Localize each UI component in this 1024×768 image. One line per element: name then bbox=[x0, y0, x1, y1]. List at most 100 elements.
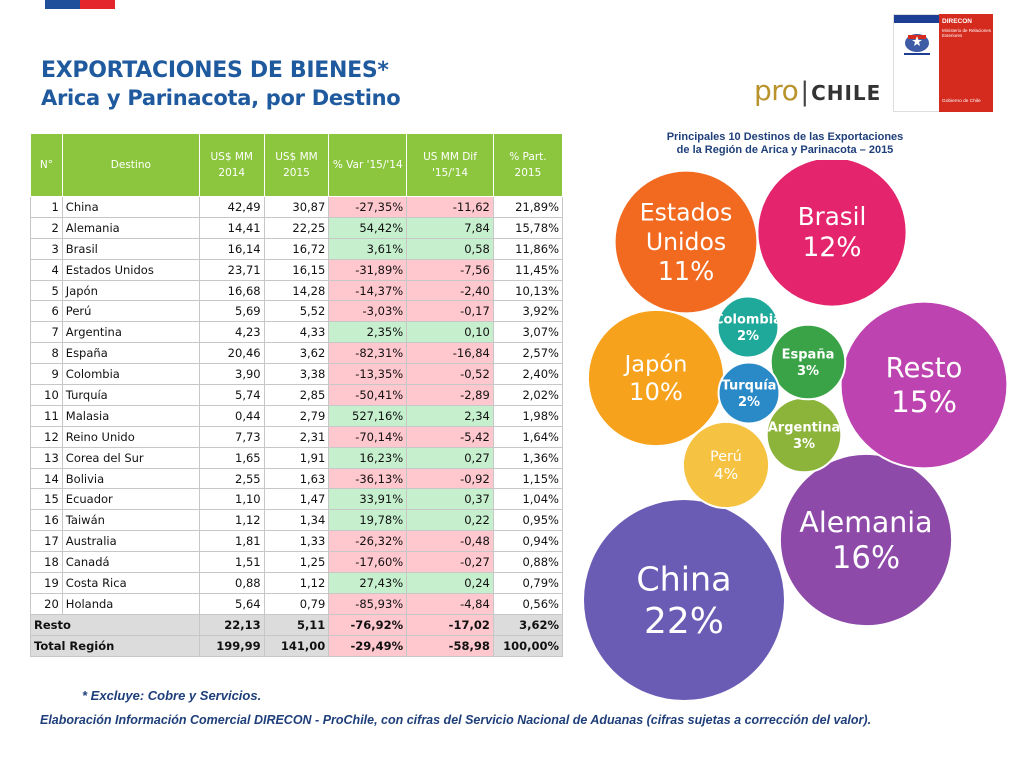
table-row-total: Total Región 199,99 141,00 -29,49% -58,98 100… bbox=[30, 634, 564, 657]
row-destination: Alemania bbox=[61, 216, 200, 239]
row-share: 0,56% bbox=[492, 592, 564, 615]
row-share: 1,36% bbox=[492, 446, 564, 469]
row-value-2014: 2,55 bbox=[198, 467, 265, 490]
row-destination: Japón bbox=[61, 279, 200, 302]
bubble-name-label: Japón bbox=[623, 352, 688, 378]
row-var-pct: -82,31% bbox=[328, 342, 408, 365]
total-value-2014: 22,13 bbox=[198, 613, 265, 636]
bubble-value-label: 12% bbox=[802, 232, 861, 263]
bubble-name-label: China bbox=[636, 560, 731, 599]
total-var-pct: -76,92% bbox=[328, 613, 408, 636]
bubble-name-label: Estados bbox=[640, 198, 732, 226]
row-var-pct: -70,14% bbox=[328, 425, 408, 448]
row-value-2015: 1,47 bbox=[263, 488, 330, 511]
row-rank: 4 bbox=[30, 258, 63, 281]
row-rank: 11 bbox=[30, 404, 63, 427]
row-value-2014: 16,14 bbox=[198, 237, 265, 260]
row-value-2015: 1,34 bbox=[263, 509, 330, 532]
row-share: 2,40% bbox=[492, 363, 564, 386]
row-var-pct: 2,35% bbox=[328, 321, 408, 344]
row-share: 10,13% bbox=[492, 279, 564, 302]
row-var-pct: -3,03% bbox=[328, 300, 408, 323]
row-dif: -16,84 bbox=[406, 342, 494, 365]
table-row: 18 Canadá 1,51 1,25 -17,60% -0,27 0,88% bbox=[30, 551, 564, 574]
row-value-2015: 1,33 bbox=[263, 530, 330, 553]
row-value-2014: 23,71 bbox=[198, 258, 265, 281]
total-value-2015: 141,00 bbox=[263, 634, 330, 657]
row-value-2014: 0,44 bbox=[198, 404, 265, 427]
row-share: 15,78% bbox=[492, 216, 564, 239]
col-header-n: N° bbox=[30, 133, 63, 197]
row-share: 21,89% bbox=[492, 196, 564, 218]
row-value-2015: 3,38 bbox=[263, 363, 330, 386]
row-rank: 9 bbox=[30, 363, 63, 386]
col-header-var: % Var '15/'14 bbox=[328, 133, 408, 197]
col-header-destino: Destino bbox=[61, 133, 200, 197]
row-share: 0,88% bbox=[492, 551, 564, 574]
bubble-value-label: 3% bbox=[797, 364, 819, 379]
row-dif: 0,24 bbox=[406, 572, 494, 594]
row-value-2015: 14,28 bbox=[263, 279, 330, 302]
row-share: 3,07% bbox=[492, 321, 564, 344]
total-value-2015: 5,11 bbox=[263, 613, 330, 636]
row-value-2015: 1,25 bbox=[263, 551, 330, 574]
row-share: 11,45% bbox=[492, 258, 564, 281]
col-header-part: % Part. 2015 bbox=[492, 133, 564, 197]
bubble-value-label: 2% bbox=[737, 329, 759, 344]
row-dif: -0,48 bbox=[406, 530, 494, 553]
row-destination: Corea del Sur bbox=[61, 446, 200, 469]
row-var-pct: -14,37% bbox=[328, 279, 408, 302]
row-value-2014: 1,65 bbox=[198, 446, 265, 469]
table-row: 8 España 20,46 3,62 -82,31% -16,84 2,57% bbox=[30, 342, 564, 365]
bubble-circle bbox=[582, 498, 786, 702]
row-destination: Canadá bbox=[61, 551, 200, 574]
table-row: 6 Perú 5,69 5,52 -3,03% -0,17 3,92% bbox=[30, 300, 564, 323]
row-value-2014: 7,73 bbox=[198, 425, 265, 448]
row-share: 1,04% bbox=[492, 488, 564, 511]
row-dif: 0,58 bbox=[406, 237, 494, 260]
row-share: 2,02% bbox=[492, 384, 564, 406]
row-value-2015: 1,63 bbox=[263, 467, 330, 490]
row-value-2014: 14,41 bbox=[198, 216, 265, 239]
row-dif: -7,56 bbox=[406, 258, 494, 281]
row-share: 0,79% bbox=[492, 572, 564, 594]
row-share: 3,92% bbox=[492, 300, 564, 323]
row-dif: 7,84 bbox=[406, 216, 494, 239]
row-value-2015: 1,91 bbox=[263, 446, 330, 469]
row-var-pct: -27,35% bbox=[328, 196, 408, 218]
row-value-2014: 3,90 bbox=[198, 363, 265, 386]
row-value-2014: 5,74 bbox=[198, 384, 265, 406]
row-dif: 0,10 bbox=[406, 321, 494, 344]
bubble-value-label: 22% bbox=[644, 601, 724, 642]
bubble-name-label: Perú bbox=[710, 449, 742, 465]
table-row: 15 Ecuador 1,10 1,47 33,91% 0,37 1,04% bbox=[30, 488, 564, 511]
row-value-2014: 0,88 bbox=[198, 572, 265, 594]
row-rank: 18 bbox=[30, 551, 63, 574]
row-rank: 17 bbox=[30, 530, 63, 553]
bubble-value-label: 4% bbox=[714, 465, 738, 483]
row-var-pct: 54,42% bbox=[328, 216, 408, 239]
row-value-2015: 30,87 bbox=[263, 196, 330, 218]
col-header-2014: US$ MM 2014 bbox=[198, 133, 265, 197]
bubble-circle bbox=[769, 323, 847, 401]
row-rank: 14 bbox=[30, 467, 63, 490]
row-destination: Colombia bbox=[61, 363, 200, 386]
table-row: 16 Taiwán 1,12 1,34 19,78% 0,22 0,95% bbox=[30, 509, 564, 532]
row-rank: 5 bbox=[30, 279, 63, 302]
table-row: 19 Costa Rica 0,88 1,12 27,43% 0,24 0,79% bbox=[30, 572, 564, 594]
row-destination: Perú bbox=[61, 300, 200, 323]
top-accent-bar bbox=[45, 0, 115, 9]
row-value-2015: 2,79 bbox=[263, 404, 330, 427]
row-value-2015: 16,15 bbox=[263, 258, 330, 281]
row-dif: -0,17 bbox=[406, 300, 494, 323]
table-row: 9 Colombia 3,90 3,38 -13,35% -0,52 2,40% bbox=[30, 363, 564, 386]
prochile-logo: pro| CHILE bbox=[754, 74, 882, 107]
row-value-2014: 1,81 bbox=[198, 530, 265, 553]
bubble-name-label: España bbox=[782, 347, 835, 362]
row-dif: 0,22 bbox=[406, 509, 494, 532]
row-value-2015: 1,12 bbox=[263, 572, 330, 594]
row-value-2014: 42,49 bbox=[198, 196, 265, 218]
row-rank: 8 bbox=[30, 342, 63, 365]
bubble-circle bbox=[839, 300, 1009, 470]
